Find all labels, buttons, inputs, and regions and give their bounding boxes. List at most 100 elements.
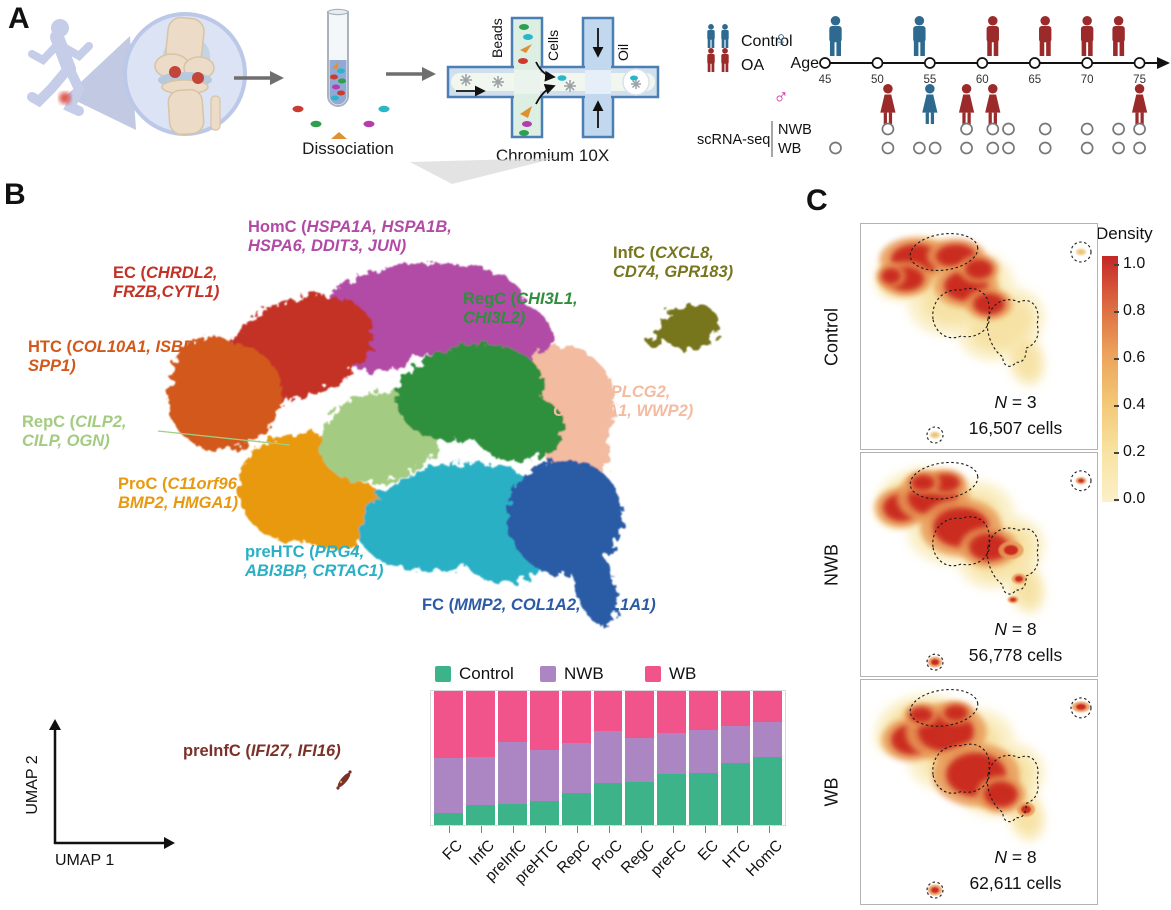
- bar-tick: [608, 826, 610, 833]
- bar-segment-Control: [529, 800, 559, 825]
- male-patient-icon: [829, 16, 842, 56]
- sample-circle: [960, 141, 973, 155]
- male-patient-icon: [707, 24, 715, 48]
- bar-FC: [434, 691, 463, 825]
- density-side-label-NWB: NWB: [821, 543, 842, 586]
- bar-tick: [704, 826, 706, 833]
- umap-y-axis-label: UMAP 2: [24, 755, 41, 815]
- male-patient-icon: [1039, 16, 1052, 56]
- flow-arrow-1: [234, 71, 284, 85]
- sample-circle: [1080, 141, 1094, 155]
- bar-category-label: RepC: [553, 837, 594, 878]
- bar-HTC: [721, 691, 751, 825]
- age-axis-arrowhead: [1157, 57, 1170, 69]
- legend-item-Control: Control: [435, 664, 514, 684]
- panel-b-letter: B: [4, 178, 26, 211]
- legend-swatch: [435, 666, 451, 682]
- age-tick-marker: [1081, 57, 1093, 69]
- magnifier-cone: [66, 36, 136, 130]
- cluster-label-preInfC: preInfC (IFI27, IFI16): [183, 742, 341, 760]
- bar-segment-NWB: [465, 756, 495, 805]
- bar-tick: [736, 826, 738, 833]
- sample-circle: [1002, 141, 1015, 155]
- bar-segment-NWB: [497, 741, 527, 804]
- age-tick-marker: [1133, 57, 1146, 69]
- cohort-legend: [707, 24, 729, 72]
- colorbar-tick: [1114, 405, 1119, 407]
- male-patient-icon: [721, 24, 729, 48]
- density-count-Control: N = 3 16,507 cells: [968, 392, 1063, 438]
- cluster-label-RepC: RepC (CILP2, CILP, OGN): [22, 413, 127, 451]
- age-tick-label: 45: [819, 74, 832, 86]
- knee-pain-dot: [59, 92, 71, 104]
- bar-tick: [576, 826, 578, 833]
- density-side-label-WB: WB: [821, 777, 842, 807]
- bar-InfC: [465, 691, 495, 825]
- sample-circle: [881, 122, 895, 136]
- sample-circle: [881, 141, 895, 155]
- cells-channel-label: Cells: [545, 30, 561, 61]
- bar-segment-WB: [465, 691, 495, 757]
- female-patient-icon: [922, 84, 938, 124]
- bar-preFC: [657, 691, 687, 825]
- bar-segment-Control: [497, 803, 527, 825]
- sample-circle: [913, 141, 926, 155]
- scrna-seq-label: scRNA-seq: [697, 132, 770, 148]
- dissociated-cells: [292, 105, 390, 139]
- bar-segment-Control: [657, 774, 687, 825]
- bar-RepC: [561, 691, 591, 825]
- bar-tick: [672, 826, 674, 833]
- age-tick-marker: [924, 57, 936, 69]
- umap-cluster-blob-RegC: [472, 393, 564, 461]
- density-panel-NWB: N = 8 56,778 cells: [860, 452, 1098, 677]
- density-colorbar: [1102, 256, 1118, 502]
- bar-tick: [640, 826, 642, 833]
- age-tick-marker: [819, 57, 831, 69]
- colorbar-tick-label: 0.4: [1123, 396, 1146, 413]
- age-tick-label: 65: [1028, 74, 1041, 86]
- age-tick-label: 55: [923, 74, 936, 86]
- bar-segment-WB: [689, 691, 719, 730]
- bar-preInfC: [497, 691, 527, 825]
- bar-segment-WB: [657, 691, 687, 733]
- bar-segment-Control: [593, 783, 623, 825]
- umap-axes: [49, 719, 175, 849]
- density-count-NWB: N = 8 56,778 cells: [968, 619, 1063, 665]
- bar-tick: [544, 826, 546, 833]
- bar-segment-Control: [561, 792, 591, 825]
- colorbar-tick-label: 0.8: [1123, 302, 1146, 319]
- preinfc-cluster-dot: [336, 770, 352, 790]
- umap-cluster-blob-FC: [507, 459, 623, 575]
- male-patient-icon: [1080, 16, 1094, 56]
- female-patient-icon: [880, 84, 896, 124]
- bar-segment-Control: [753, 756, 782, 825]
- cluster-label-FC: FC (MMP2, COL1A2, COL1A1): [422, 596, 656, 614]
- density-side-label-Control: Control: [821, 307, 842, 366]
- bar-segment-NWB: [689, 729, 719, 773]
- wb-row-label: WB: [778, 141, 801, 157]
- legend-swatch: [645, 666, 661, 682]
- colorbar-tick: [1114, 499, 1119, 501]
- bar-segment-Control: [465, 804, 495, 825]
- density-panel-WB: N = 8 62,611 cells: [860, 679, 1098, 905]
- umap-cluster-blob-HTC: [174, 337, 246, 397]
- cells-in-chip: [518, 24, 638, 136]
- beads-channel-label: Beads: [489, 18, 505, 58]
- sample-circle: [1112, 122, 1125, 136]
- bar-segment-WB: [434, 691, 463, 759]
- bar-segment-WB: [753, 691, 782, 722]
- bar-segment-NWB: [657, 732, 687, 775]
- bead-icons: [460, 74, 641, 92]
- bar-HomC: [753, 691, 782, 825]
- sample-circle: [1133, 141, 1146, 155]
- age-tick-label: 75: [1133, 74, 1146, 86]
- bar-segment-NWB: [529, 749, 559, 801]
- sample-circle: [829, 141, 842, 155]
- umap-cluster-blob-InfC: [647, 331, 673, 347]
- bar-segment-Control: [625, 782, 655, 825]
- age-tick-label: 60: [976, 74, 989, 86]
- legend-oa-label: OA: [741, 57, 764, 74]
- colorbar-tick-label: 0.2: [1123, 443, 1146, 460]
- male-patient-icon: [721, 48, 729, 72]
